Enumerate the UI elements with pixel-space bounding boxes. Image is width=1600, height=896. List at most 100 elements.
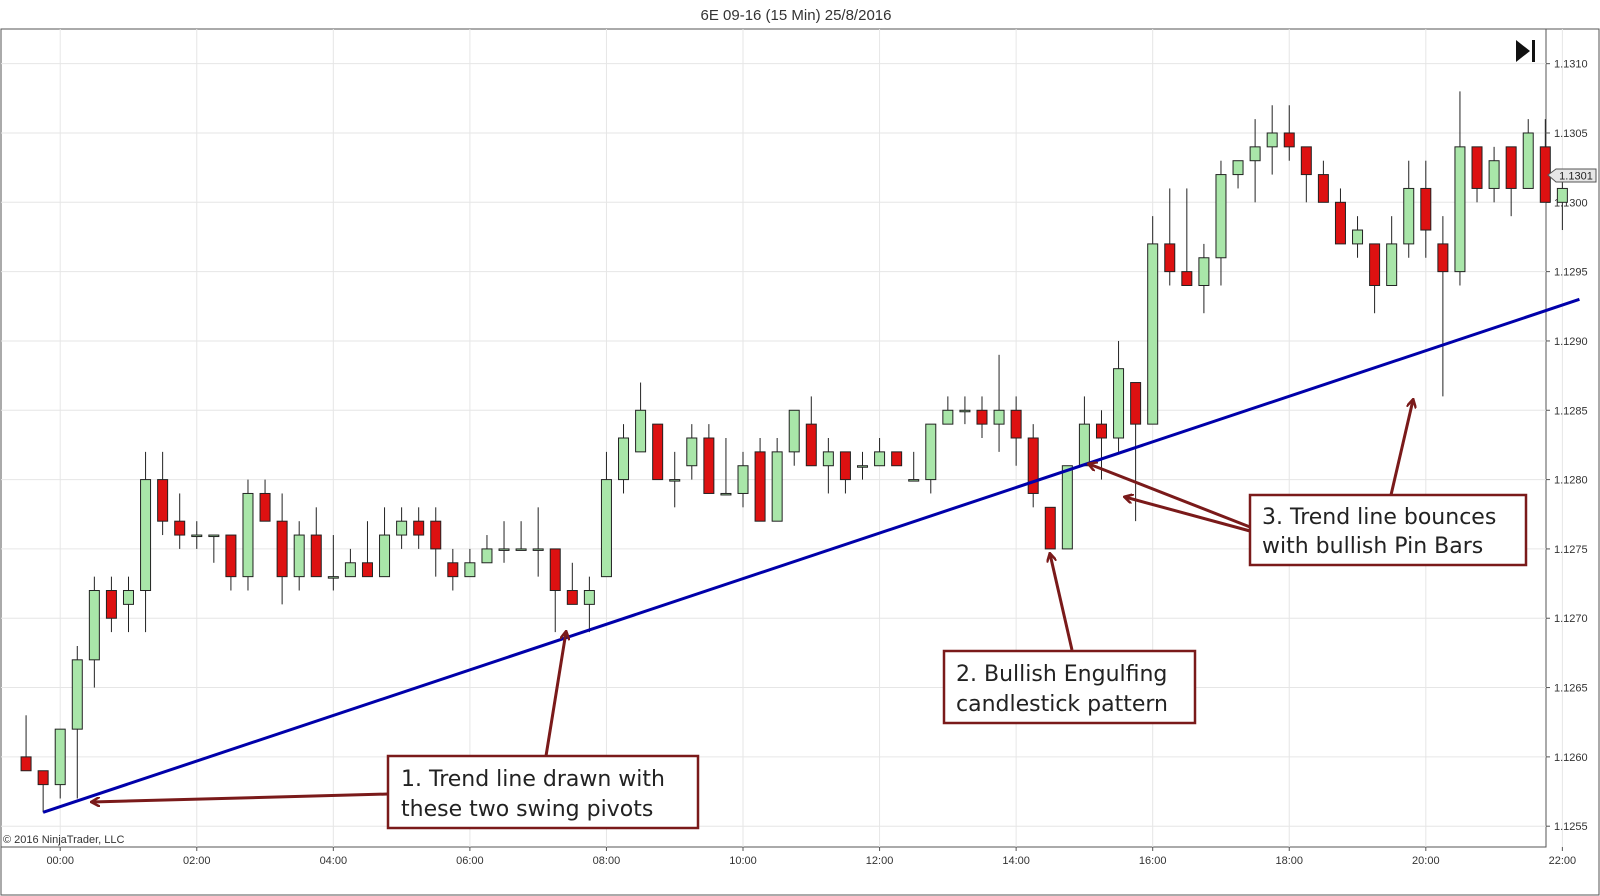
candle — [822, 438, 834, 494]
x-tick-label: 16:00 — [1139, 855, 1167, 867]
candle-body-down — [566, 590, 578, 605]
candle — [925, 423, 937, 494]
chart-frame — [0, 28, 1600, 896]
candle-body-up — [1249, 146, 1261, 162]
candle — [1505, 146, 1517, 217]
x-tick-label: 22:00 — [1549, 855, 1577, 867]
candle — [464, 548, 476, 578]
candle — [225, 534, 237, 591]
x-axis: 00:00 02:00 04:00 06:00 08:00 10:00 12:00 14:00… — [46, 847, 1576, 867]
candle — [1386, 216, 1398, 286]
candle — [839, 451, 851, 494]
chart-title: 6E 09-16 (15 Min) 25/8/2016 — [701, 7, 892, 24]
candle-body-up — [1266, 132, 1278, 148]
candle — [259, 479, 271, 522]
candle-body-down — [976, 409, 988, 425]
candle — [310, 507, 322, 578]
candle — [1454, 91, 1466, 286]
candle-body-up — [874, 451, 886, 467]
candle-body-down — [105, 590, 117, 619]
go-to-end-icon[interactable] — [1516, 40, 1535, 62]
candle-body-up — [959, 409, 971, 413]
candle — [1420, 160, 1432, 258]
candle-body-up — [498, 548, 510, 551]
candle — [1113, 340, 1125, 452]
annotation-1-line-1: 1. Trend line drawn with — [401, 767, 665, 792]
candle-body-down — [703, 437, 715, 494]
annotation-1: 1. Trend line drawn with these two swing… — [92, 632, 700, 830]
candle-body-up — [1147, 243, 1159, 425]
candle-body-up — [327, 576, 339, 579]
candle-body-up — [122, 590, 134, 605]
candle-body-down — [1181, 271, 1193, 286]
candle-body-up — [857, 465, 868, 468]
candle — [566, 562, 578, 605]
last-price-tag: 1.1301 — [1547, 168, 1597, 183]
annotation-2-arrow — [1050, 554, 1074, 651]
candle — [447, 548, 459, 591]
candle — [788, 409, 800, 466]
candle — [1556, 174, 1568, 231]
candle — [1198, 243, 1210, 314]
candle — [1215, 160, 1227, 286]
candle-body-down — [652, 423, 664, 481]
candle-body-down — [549, 548, 561, 592]
candle — [600, 451, 612, 578]
candle — [174, 493, 186, 549]
candle — [908, 451, 920, 482]
y-tick-label: 1.1310 — [1554, 59, 1588, 71]
candle — [1539, 119, 1551, 203]
candle — [1437, 216, 1449, 397]
candle-body-up — [669, 479, 681, 482]
candle — [993, 354, 1005, 452]
candle — [771, 438, 783, 522]
candle — [498, 521, 510, 563]
candle — [242, 479, 254, 591]
y-tick-label: 1.1280 — [1554, 475, 1588, 487]
candle-body-up — [1113, 368, 1125, 439]
candle-body-down — [1317, 174, 1329, 203]
candle-body-up — [1232, 160, 1244, 176]
candle — [583, 576, 595, 633]
candle — [430, 507, 442, 577]
candle — [805, 396, 817, 467]
y-axis: 1.13101.13051.13001.12951.12901.12851.12… — [1546, 59, 1588, 833]
x-tick-label: 02:00 — [183, 855, 211, 867]
candle-body-up — [293, 534, 305, 578]
candle — [191, 521, 203, 549]
candle — [1164, 188, 1176, 286]
candle-body-up — [993, 409, 1005, 425]
candle — [140, 451, 152, 633]
candle — [1300, 146, 1312, 203]
candle-body-up — [788, 409, 800, 453]
candle — [942, 396, 954, 425]
candle-body-up — [737, 465, 749, 494]
candle-body-down — [157, 479, 169, 522]
y-tick-label: 1.1305 — [1554, 128, 1588, 140]
candle-body-down — [276, 520, 288, 578]
copyright-text: © 2016 NinjaTrader, LLC — [3, 834, 124, 846]
candle-body-down — [20, 756, 32, 772]
candle — [1369, 243, 1381, 314]
candle-body-up — [191, 534, 203, 538]
candle — [54, 728, 66, 799]
candle — [686, 424, 698, 480]
candle-body-up — [208, 534, 220, 538]
candle-body-up — [618, 437, 630, 481]
candle-body-up — [925, 423, 937, 481]
candle-body-up — [1556, 187, 1568, 203]
candle-body-down — [225, 534, 237, 578]
y-tick-label: 1.1255 — [1554, 821, 1588, 833]
annotation-1-arrow-b — [544, 632, 566, 757]
annotation-2: 2. Bullish Engulfing candlestick pattern — [942, 554, 1197, 725]
candle-body-down — [310, 534, 322, 578]
candle-body-up — [515, 548, 527, 551]
candle-body-up — [1352, 229, 1364, 245]
trend-line-layer — [42, 297, 1580, 814]
candle — [1266, 105, 1278, 175]
candle — [1061, 465, 1073, 550]
annotation-1-box — [386, 754, 700, 830]
candle-body-down — [839, 451, 851, 481]
